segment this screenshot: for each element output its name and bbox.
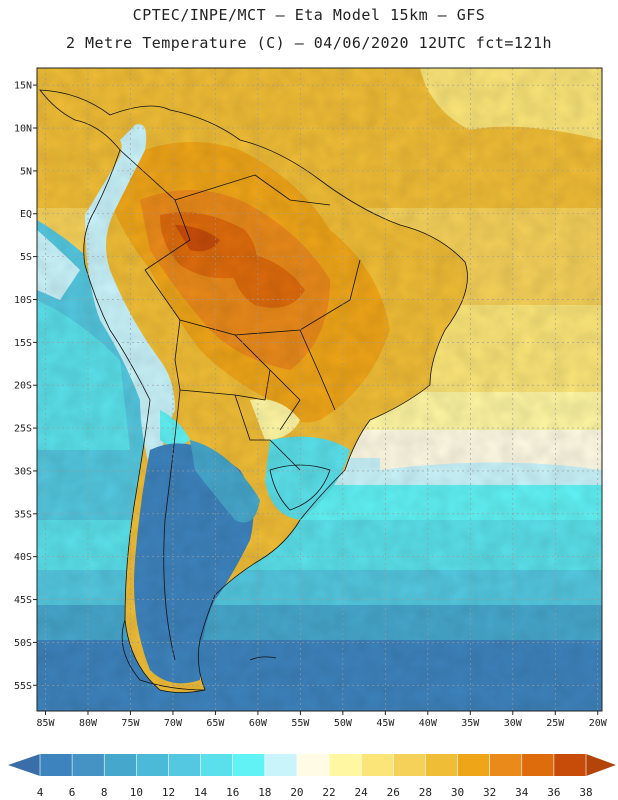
colorbar-label: 32 — [483, 786, 496, 799]
colorbar-label: 34 — [515, 786, 529, 799]
colorbar-label: 36 — [547, 786, 560, 799]
temperature-field — [37, 68, 602, 711]
lon-tick-label: 75W — [121, 718, 140, 729]
colorbar-label: 6 — [69, 786, 76, 799]
lat-tick-label: 10N — [14, 124, 32, 135]
colorbar-swatch — [361, 754, 394, 776]
map-subtitle: 2 Metre Temperature (C) — 04/06/2020 12U… — [65, 34, 553, 52]
colorbar-swatch — [168, 754, 202, 776]
lat-tick-label: 15S — [14, 338, 32, 349]
lat-tick-label: 35S — [14, 509, 32, 520]
colorbar-swatch — [393, 754, 426, 776]
colorbar-swatch — [72, 754, 105, 776]
lat-tick-label: 55S — [14, 681, 32, 692]
colorbar-label: 10 — [130, 786, 143, 799]
lon-tick-label: 40W — [419, 718, 438, 729]
colorbar-swatch — [296, 754, 330, 776]
colorbar-swatch — [553, 754, 587, 776]
lat-tick-label: 20S — [14, 381, 32, 392]
country-borders — [39, 89, 468, 693]
lat-tick-label: 5N — [20, 166, 32, 177]
map-title: CPTEC/INPE/MCT — Eta Model 15km — GFS — [132, 6, 486, 24]
colorbar-low-arrow — [8, 754, 40, 776]
lat-tick-label: 50S — [14, 638, 32, 649]
grid-lines — [37, 68, 602, 711]
colorbar-swatch — [136, 754, 169, 776]
colorbar-label: 38 — [579, 786, 592, 799]
colorbar-label: 22 — [322, 786, 335, 799]
lat-tick-label: EQ — [20, 209, 32, 220]
lon-tick-label: 20W — [589, 718, 608, 729]
map-frame — [36, 67, 603, 712]
lon-tick-label: 85W — [36, 718, 55, 729]
colorbar-high-arrow — [586, 754, 616, 776]
colorbar-swatch — [457, 754, 491, 776]
lon-tick-label: 70W — [164, 718, 183, 729]
lat-tick-label: 25S — [14, 424, 32, 435]
colorbar-label: 18 — [258, 786, 271, 799]
colorbar-swatch — [232, 754, 266, 776]
latitude-axis: 15N 10N 5N EQ 5S 10S 15S 20S 25S 30S 35S 40S 45S 50S 5… — [14, 81, 37, 692]
lon-tick-label: 60W — [249, 718, 268, 729]
lat-tick-label: 30S — [14, 466, 32, 477]
colorbar-swatch — [264, 754, 298, 776]
lon-tick-label: 30W — [504, 718, 523, 729]
colorbar-swatch — [40, 754, 73, 776]
lon-tick-label: 35W — [461, 718, 480, 729]
colorbar-swatch — [104, 754, 137, 776]
colorbar: 4 6 8 10 12 14 16 18 20 22 24 26 28 30 32 34 36 38 — [8, 754, 616, 799]
lon-tick-label: 80W — [79, 718, 98, 729]
colorbar-label: 8 — [101, 786, 108, 799]
colorbar-swatch — [489, 754, 523, 776]
colorbar-label: 30 — [451, 786, 464, 799]
lon-tick-label: 25W — [546, 718, 565, 729]
colorbar-label: 26 — [387, 786, 400, 799]
colorbar-label: 24 — [355, 786, 369, 799]
colorbar-swatch — [425, 754, 459, 776]
colorbar-label: 20 — [290, 786, 303, 799]
lat-tick-label: 45S — [14, 595, 32, 606]
lon-tick-label: 65W — [206, 718, 225, 729]
colorbar-label: 14 — [194, 786, 208, 799]
lon-tick-label: 55W — [291, 718, 310, 729]
lon-tick-label: 45W — [376, 718, 395, 729]
colorbar-label: 16 — [226, 786, 239, 799]
colorbar-label: 28 — [419, 786, 432, 799]
colorbar-label: 12 — [162, 786, 175, 799]
colorbar-swatch — [200, 754, 234, 776]
lat-tick-label: 10S — [14, 295, 32, 306]
lat-tick-label: 5S — [20, 252, 32, 263]
lat-tick-label: 40S — [14, 552, 32, 563]
colorbar-swatch — [329, 754, 362, 776]
lon-tick-label: 50W — [334, 718, 353, 729]
colorbar-swatch — [521, 754, 555, 776]
lat-tick-label: 15N — [14, 81, 32, 92]
colorbar-label: 4 — [37, 786, 44, 799]
longitude-axis: 85W 80W 75W 70W 65W 60W 55W 50W 45W 40W 35W 30W 25W 2… — [36, 711, 608, 729]
